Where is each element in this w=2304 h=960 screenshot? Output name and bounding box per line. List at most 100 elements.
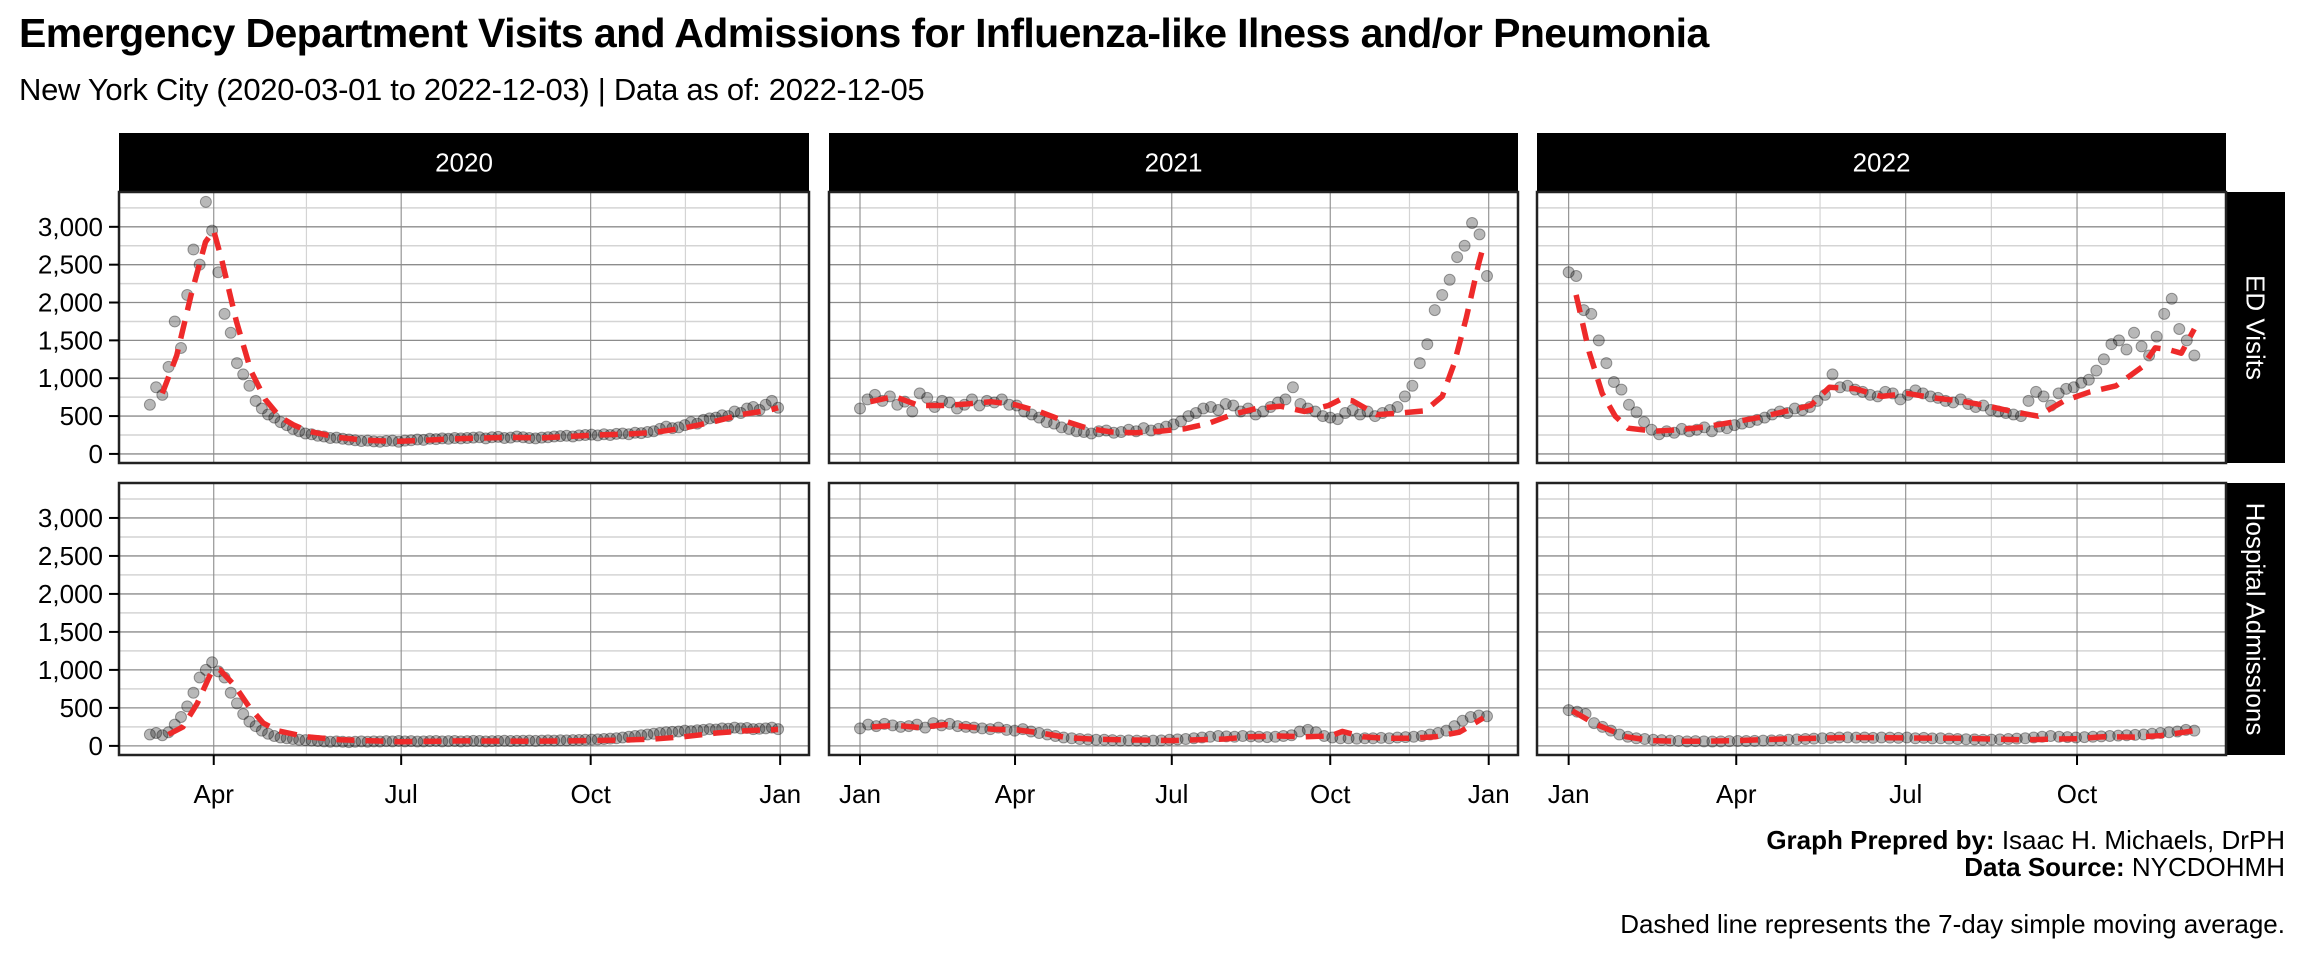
x-tick-label: Apr [194, 779, 235, 809]
data-point [1085, 427, 1098, 440]
data-point [193, 671, 206, 684]
data-point [156, 729, 169, 742]
data-point [2112, 334, 2125, 347]
panel-ed-visits-2020 [117, 190, 811, 465]
y-tick-label: 500 [60, 693, 103, 723]
data-point [1428, 304, 1441, 317]
panel-border [117, 481, 811, 757]
data-point [187, 243, 200, 256]
panel-hospital-admissions-2020 [117, 481, 811, 757]
data-point [150, 381, 163, 394]
facet-strip-ed-visits [2226, 192, 2285, 463]
data-point [1055, 421, 1068, 434]
data-point [703, 723, 716, 736]
caption-source-value: NYCDOHMH [2124, 852, 2285, 882]
y-tick-label: 1,000 [38, 655, 103, 685]
x-tick-label: Jul [1155, 779, 1188, 809]
data-point [891, 398, 904, 411]
facet-strip-2022 [1537, 133, 2226, 192]
panel-ed-visits-2022 [1535, 190, 2228, 465]
data-point [1585, 307, 1598, 320]
data-point [2022, 394, 2035, 407]
data-point [168, 315, 181, 328]
y-tick-label: 3,000 [38, 503, 103, 533]
data-point [1189, 407, 1202, 420]
y-tick-label: 2,500 [38, 250, 103, 280]
data-point [268, 730, 281, 743]
data-point [255, 402, 268, 415]
x-tick-label: Apr [1716, 779, 1757, 809]
data-point [224, 326, 237, 339]
data-point [1592, 334, 1605, 347]
data-point [1197, 402, 1210, 415]
y-tick-label: 2,000 [38, 288, 103, 318]
panel-background [829, 483, 1518, 755]
data-point [230, 697, 243, 710]
data-point [237, 707, 250, 720]
data-point [1464, 711, 1477, 724]
data-point [728, 721, 741, 734]
y-tick-label: 1,500 [38, 325, 103, 355]
data-point [1615, 383, 1628, 396]
data-point [218, 307, 231, 320]
data-point [1480, 270, 1493, 283]
data-point [1174, 415, 1187, 428]
data-point [1324, 411, 1337, 424]
panel-border [117, 190, 811, 465]
caption-note: Dashed line represents the 7-day simple … [1620, 909, 2285, 939]
moving-average-line [159, 227, 779, 445]
data-point [1339, 407, 1352, 420]
y-tick-label: 2,000 [38, 579, 103, 609]
panel-border [1535, 190, 2228, 465]
data-point [150, 726, 163, 739]
data-point [641, 728, 654, 741]
facet-strip-label: 2021 [1145, 148, 1203, 178]
x-tick-label: Jul [1889, 779, 1922, 809]
data-point [262, 408, 275, 421]
data-point [224, 686, 237, 699]
data-point [1570, 270, 1583, 283]
data-point [2173, 323, 2186, 336]
y-tick-label: 3,000 [38, 212, 103, 242]
data-point [1826, 368, 1839, 381]
facet-row-label: Hospital Admissions [2241, 503, 2271, 736]
data-point [1864, 388, 1877, 401]
data-point [1354, 408, 1367, 421]
data-point [1466, 217, 1479, 230]
data-point [2188, 349, 2201, 362]
y-tick-label: 1,000 [38, 363, 103, 393]
data-point [206, 656, 219, 669]
data-point [237, 368, 250, 381]
x-tick-label: Jan [1548, 779, 1590, 809]
chart-title: Emergency Department Visits and Admissio… [19, 10, 1709, 56]
caption-data-source: Data Source: NYCDOHMH [1964, 853, 2285, 881]
caption-prepared-label: Graph Prepred by: [1766, 825, 1995, 855]
data-point [703, 412, 716, 425]
facet-strip-label: 2020 [435, 148, 493, 178]
panel-ed-visits-2021 [827, 190, 1520, 465]
x-tick-label: Oct [2057, 779, 2098, 809]
data-point [2165, 292, 2178, 305]
data-point [2067, 381, 2080, 394]
caption-prepared-value: Isaac H. Michaels, DrPH [1994, 825, 2285, 855]
x-tick-label: Oct [570, 779, 611, 809]
data-point [324, 735, 337, 748]
facet-strip-hospital-admissions [2226, 483, 2285, 755]
data-point [174, 711, 187, 724]
data-point [249, 394, 262, 407]
panel-background [119, 192, 809, 463]
data-point [2082, 373, 2095, 386]
data-point [1257, 405, 1270, 418]
moving-average-line [1573, 294, 2197, 434]
data-point [143, 398, 156, 411]
data-point [759, 398, 772, 411]
data-point [2052, 387, 2065, 400]
caption-source-label: Data Source: [1964, 852, 2125, 882]
y-tick-label: 0 [89, 731, 103, 761]
data-point [2120, 343, 2133, 356]
x-tick-label: Jul [385, 779, 418, 809]
data-point [1293, 725, 1306, 738]
data-point [293, 733, 306, 746]
y-tick-label: 500 [60, 401, 103, 431]
x-tick-label: Jan [1468, 779, 1510, 809]
